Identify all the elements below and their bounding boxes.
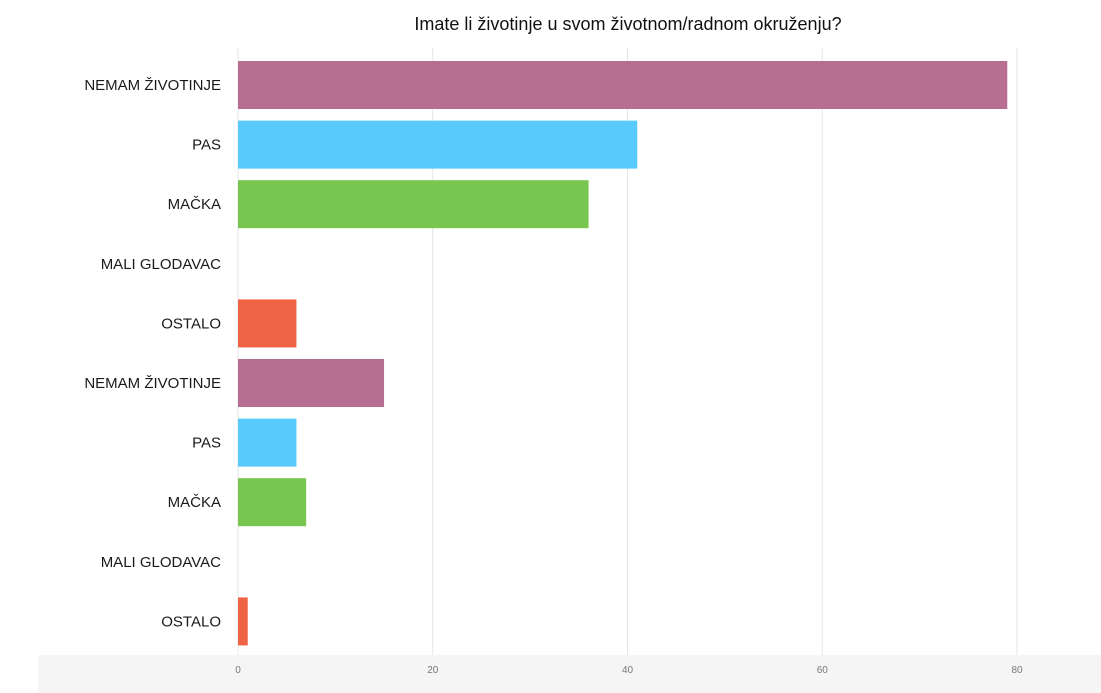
x-tick-label: 80: [1011, 665, 1023, 676]
bar: [238, 597, 248, 646]
category-label: MALI GLODAVAC: [101, 554, 221, 571]
category-label: NEMAM ŽIVOTINJE: [84, 375, 221, 392]
chart-title: Imate li životinje u svom životnom/radno…: [414, 14, 842, 34]
bar: [238, 299, 297, 348]
x-tick-label: 60: [817, 665, 829, 676]
category-label: OSTALO: [161, 613, 221, 630]
x-axis-band: [38, 655, 1101, 693]
category-label: MAČKA: [168, 494, 221, 511]
category-label: MALI GLODAVAC: [101, 256, 221, 273]
bar: [238, 61, 1008, 109]
x-tick-label: 0: [235, 665, 241, 676]
bar: [238, 180, 589, 229]
category-label: MAČKA: [168, 196, 221, 213]
category-label: PAS: [192, 137, 221, 154]
bar: [238, 120, 638, 169]
bar: [238, 478, 307, 527]
category-label: PAS: [192, 435, 221, 452]
x-tick-label: 20: [427, 665, 439, 676]
bar: [238, 359, 385, 407]
category-label: OSTALO: [161, 315, 221, 332]
bar: [238, 418, 297, 467]
x-tick-label: 40: [622, 665, 634, 676]
category-label: NEMAM ŽIVOTINJE: [84, 77, 221, 94]
